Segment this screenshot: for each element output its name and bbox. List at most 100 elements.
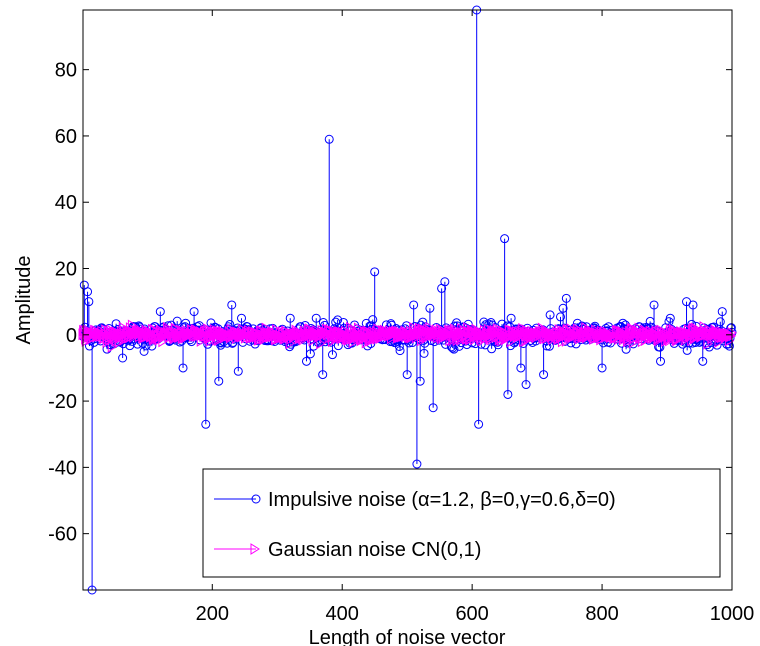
impulsive-point xyxy=(233,366,243,376)
impulsive-point xyxy=(561,293,571,303)
impulsive-point xyxy=(214,376,224,386)
x-tick-label: 400 xyxy=(326,603,359,625)
impulsive-point xyxy=(555,312,565,322)
impulsive-point xyxy=(688,300,698,310)
axis-tick-labels: 200 400 600 800 1000 -60 -40 -20 0 20 40 60 80 xyxy=(48,60,754,625)
impulsive-point xyxy=(715,317,725,327)
gaussian-point xyxy=(710,324,721,337)
impulsive-point xyxy=(311,313,321,323)
impulsive-point xyxy=(327,350,337,360)
gaussian-point xyxy=(312,325,322,337)
gaussian-point xyxy=(281,326,292,338)
impulsive-point xyxy=(172,316,182,326)
x-axis-label: Length of noise vector xyxy=(309,627,506,646)
legend-label-gaussian: Gaussian noise CN(0,1) xyxy=(268,539,481,561)
impulsive-point xyxy=(237,313,247,323)
y-tick-label: 40 xyxy=(55,192,77,214)
impulsive-point xyxy=(339,317,349,327)
impulsive-point xyxy=(500,234,510,244)
x-tick-label: 600 xyxy=(455,603,488,625)
impulsive-point xyxy=(516,363,526,373)
legend-marker-impulsive xyxy=(251,494,261,504)
impulsive-point xyxy=(225,319,235,329)
gaussian-point xyxy=(672,334,682,347)
impulsive-point xyxy=(649,300,659,310)
impulsive-point xyxy=(201,419,211,429)
gaussian-point xyxy=(214,334,224,347)
impulsive-point xyxy=(324,134,334,144)
y-tick-label: 60 xyxy=(55,126,77,148)
impulsive-point xyxy=(409,300,419,310)
impulsive-point xyxy=(545,310,555,320)
y-tick-label: 80 xyxy=(55,60,77,82)
impulsive-point xyxy=(506,313,516,323)
gaussian-point xyxy=(261,322,272,335)
gaussian-point xyxy=(628,336,639,349)
impulsive-point xyxy=(301,356,311,366)
gaussian-point xyxy=(622,335,633,348)
gaussian-point xyxy=(316,337,326,350)
impulsive-point xyxy=(305,349,315,359)
y-tick-label: 20 xyxy=(55,259,77,281)
impulsive-point xyxy=(425,303,435,313)
y-axis-label: Amplitude xyxy=(13,256,35,345)
impulsive-point xyxy=(419,348,429,358)
impulsive-point xyxy=(597,363,607,373)
impulsive-point xyxy=(178,363,188,373)
impulsive-point xyxy=(503,389,513,399)
impulsive-point xyxy=(428,403,438,413)
impulsive-point xyxy=(726,323,736,333)
impulsive-point xyxy=(118,353,128,363)
gaussian-series xyxy=(78,319,737,353)
impulsive-point xyxy=(558,303,568,313)
impulsive-point xyxy=(395,346,405,356)
gaussian-point xyxy=(342,331,352,344)
impulsive-point xyxy=(227,300,237,310)
y-tick-label: -20 xyxy=(48,391,77,413)
impulsive-point xyxy=(698,356,708,366)
impulsive-point xyxy=(542,341,552,351)
impulsive-point xyxy=(479,317,489,327)
impulsive-point xyxy=(370,267,380,277)
x-tick-label: 200 xyxy=(196,603,229,625)
impulsive-point xyxy=(440,277,450,287)
impulsive-point xyxy=(474,419,484,429)
impulsive-point xyxy=(544,341,554,351)
impulsive-point xyxy=(84,297,94,307)
impulsive-point xyxy=(412,459,422,469)
plot-frame xyxy=(82,9,733,591)
axis-ticks xyxy=(83,10,733,590)
legend-label-impulsive: Impulsive noise (α=1.2, β=0,γ=0.6,δ=0) xyxy=(268,489,616,511)
impulsive-point xyxy=(656,356,666,366)
impulsive-point xyxy=(139,346,149,356)
impulsive-point xyxy=(493,340,503,350)
gaussian-point xyxy=(444,324,454,337)
impulsive-point xyxy=(155,307,165,317)
x-tick-label: 800 xyxy=(585,603,618,625)
impulsive-point xyxy=(452,318,462,328)
impulsive-point xyxy=(368,315,378,325)
x-tick-label: 1000 xyxy=(710,603,755,625)
impulsive-point xyxy=(415,376,425,386)
gaussian-point xyxy=(102,336,112,348)
impulsive-point xyxy=(285,313,295,323)
y-tick-label: -60 xyxy=(48,524,77,546)
gaussian-point xyxy=(159,331,169,343)
impulsive-point xyxy=(665,313,675,323)
impulsive-point xyxy=(333,315,343,325)
impulsive-point xyxy=(717,307,727,317)
gaussian-point xyxy=(687,334,697,347)
y-tick-label: -40 xyxy=(48,457,77,479)
legend-marker-gaussian xyxy=(250,543,260,555)
impulsive-point xyxy=(448,343,458,353)
impulsive-point xyxy=(539,370,549,380)
impulsive-point xyxy=(318,370,328,380)
impulsive-point xyxy=(83,287,93,297)
y-tick-label: 0 xyxy=(66,325,77,347)
legend: Impulsive noise (α=1.2, β=0,γ=0.6,δ=0) G… xyxy=(202,468,721,578)
impulsive-point xyxy=(189,307,199,317)
impulsive-point xyxy=(521,380,531,390)
gaussian-point xyxy=(726,329,737,342)
legend-box xyxy=(202,468,721,578)
